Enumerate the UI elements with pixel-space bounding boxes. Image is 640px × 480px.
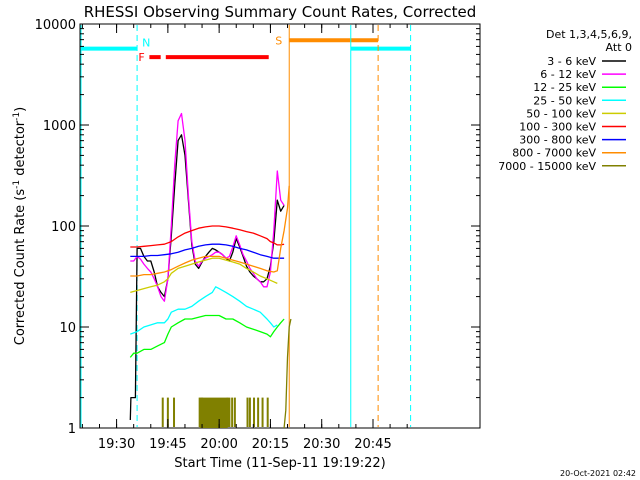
series-layer (129, 112, 292, 429)
series-line-50-100-keV (130, 257, 278, 294)
legend-label: 6 - 12 keV (540, 68, 596, 81)
x-tick-label: 20:15 (252, 437, 289, 452)
y-tick-label: 10000 (35, 18, 76, 33)
legend-title-line1: Det 1,3,4,5,6,9, (546, 28, 632, 41)
legend-label: 50 - 100 keV (526, 107, 596, 120)
saa-flag-label: S (275, 34, 282, 47)
legend-label: 800 - 7000 keV (512, 147, 596, 160)
y-axis-ticks: 1 10 100 1000 10000 (35, 18, 480, 437)
legend-label: 12 - 25 keV (533, 81, 596, 94)
legend-label: 300 - 800 keV (519, 134, 596, 147)
series-line-800-7000-keV (130, 185, 290, 277)
marker-layer (80, 25, 412, 427)
footer-date: 20-Oct-2021 02:42 (560, 469, 636, 478)
x-tick-label: 19:30 (98, 437, 135, 452)
series-line-25-50-keV (130, 286, 278, 335)
night-flag-label: N (142, 37, 150, 50)
x-axis-ticks: 19:30 19:45 20:00 20:15 20:30 20:45 (81, 24, 408, 452)
y-axis-label-main: Corrected Count Rate (s (13, 189, 28, 346)
legend-label: 3 - 6 keV (547, 55, 596, 68)
y-tick-label: 100 (51, 220, 76, 235)
y-axis-label-sup2: -1 (12, 112, 22, 121)
y-tick-label: 1000 (43, 119, 76, 134)
series-line-12-25-keV (129, 314, 285, 358)
legend-label: 100 - 300 keV (519, 121, 596, 134)
series-line-7000-15000-keV (283, 318, 292, 429)
x-tick-label: 20:45 (354, 437, 391, 452)
attenuator-layer (161, 397, 269, 428)
x-tick-label: 20:00 (200, 437, 237, 452)
legend-label: 25 - 50 keV (533, 94, 596, 107)
series-line-300-800-keV (130, 243, 285, 259)
x-tick-label: 20:30 (303, 437, 340, 452)
flare-flag-label: F (138, 51, 144, 64)
y-axis-label-mid: detector (13, 120, 28, 180)
series-line-100-300-keV (130, 225, 285, 248)
chart-title: RHESSI Observing Summary Count Rates, Co… (84, 3, 477, 21)
x-tick-label: 19:45 (149, 437, 186, 452)
y-axis-label-end: ) (13, 107, 28, 112)
y-axis-label-sup1: -1 (12, 180, 22, 189)
legend-title-line2: Att 0 (606, 41, 632, 54)
x-axis-label: Start Time (11-Sep-11 19:19:22) (174, 456, 385, 471)
flag-layer: NF S (81, 34, 411, 64)
y-tick-label: 1 (68, 422, 76, 437)
legend-label: 7000 - 15000 keV (498, 160, 596, 173)
attenuator-block (199, 397, 228, 428)
series-line-6-12-keV (130, 112, 285, 302)
y-axis-label: Corrected Count Rate (s-1 detector-1) (12, 107, 28, 345)
plot-area: NF S 1 10 100 1000 10000 19:30 19:45 20:00 20:15… (35, 18, 481, 452)
y-tick-label: 10 (59, 321, 76, 336)
